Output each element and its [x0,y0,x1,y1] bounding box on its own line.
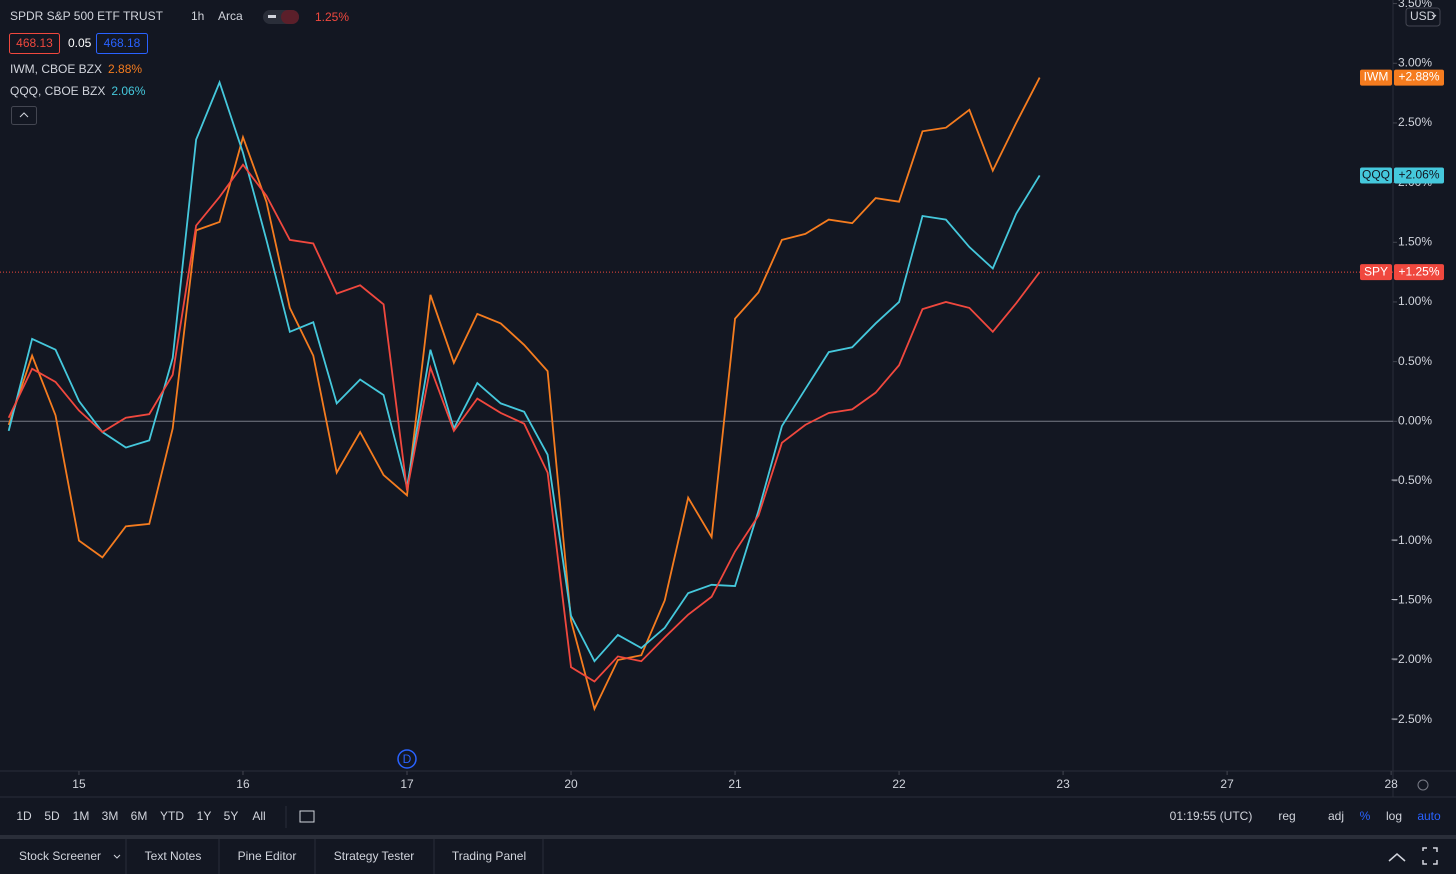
ticker-badge [1360,264,1392,281]
ticker-badge [1360,69,1392,86]
interval: 1h [191,9,204,23]
ticker-badge [1360,167,1392,184]
range-button[interactable]: YTD [160,809,184,823]
clock: 01:19:55 (UTC) [1170,809,1253,823]
collapse-icon [19,112,29,118]
ticker: SPY [1364,264,1388,278]
symbol-title: SPDR S&P 500 ETF TRUST [10,9,164,23]
legend-value: 2.88% [108,62,142,76]
scale-option[interactable]: log [1386,809,1402,823]
series-line [7,77,1041,712]
price-badge [1394,264,1444,281]
range-button[interactable]: 5Y [224,809,239,823]
panel-tab[interactable]: Strategy Tester [334,849,414,863]
ask-box[interactable] [96,33,148,54]
legend-name: IWM, CBOE BZX [10,62,102,76]
y-tick-label: 0.00% [1398,413,1432,427]
x-tick-label: 20 [564,777,578,791]
panel-tab[interactable]: Text Notes [145,849,202,863]
x-tick-label: 15 [72,777,86,791]
bid-box[interactable] [9,33,60,54]
legend-value: 2.06% [111,84,145,98]
price-badge-label: +1.25% [1398,264,1439,278]
tab-chevron [113,854,121,859]
toggle-icon [281,10,299,24]
spread: 0.05 [68,36,92,50]
bid[interactable]: 468.13 [16,36,53,50]
x-tick-label: 17 [400,777,414,791]
range-button[interactable]: 3M [102,809,119,823]
y-tick-label: −1.00% [1391,533,1432,547]
y-tick-label: 1.00% [1398,294,1432,308]
scale-option[interactable]: % [1360,809,1371,823]
y-tick-label: 1.50% [1398,234,1432,248]
x-tick-label: 21 [728,777,742,791]
x-tick-label: 27 [1220,777,1234,791]
ticker: IWM [1364,70,1389,84]
ticker: QQQ [1362,168,1390,182]
dividend-marker[interactable] [397,749,417,769]
maximize-panel[interactable] [1388,853,1406,862]
panel-tab[interactable]: Trading Panel [452,849,526,863]
price-badge-label: +2.88% [1398,70,1439,84]
y-tick-label: 3.50% [1398,0,1432,10]
toggle-icon [268,15,276,18]
price-badge [1394,69,1444,86]
scale-option[interactable]: adj [1328,809,1344,823]
panel-divider [0,835,1456,839]
range-button[interactable]: 1D [16,809,32,823]
series-line [7,79,1041,663]
collapse-button[interactable] [11,106,37,125]
scale-option[interactable]: auto [1417,809,1441,823]
range-button[interactable]: All [252,809,265,823]
y-tick-label: −2.50% [1391,712,1432,726]
fullscreen[interactable] [1422,847,1438,865]
range-button[interactable]: 1M [73,809,90,823]
range-button[interactable]: 6M [131,809,148,823]
change: 1.25% [315,10,349,24]
y-tick-label: −2.00% [1391,652,1432,666]
y-tick-label: 2.50% [1398,115,1432,129]
y-tick-label: −0.50% [1391,473,1432,487]
chevron [1431,14,1437,18]
range-button[interactable]: 1Y [197,809,212,823]
date-range-icon[interactable] [299,810,315,823]
panel-tab[interactable]: Pine Editor [238,849,297,863]
dividend-label[interactable]: D [403,752,412,766]
settings-icon[interactable] [1417,779,1429,791]
series-line [7,163,1041,683]
y-tick-label: 3.00% [1398,55,1432,69]
exchange: Arca [218,9,243,23]
price-badge [1394,167,1444,184]
x-tick-label: 22 [892,777,906,791]
currency-button[interactable] [1405,7,1441,27]
panel-tab[interactable]: Stock Screener [19,849,101,863]
price-badge-label: +2.06% [1398,168,1439,182]
range-button[interactable]: 5D [44,809,60,823]
x-tick-label: 16 [236,777,250,791]
y-tick-label: −1.50% [1391,593,1432,607]
currency[interactable]: USD [1410,9,1436,23]
x-tick-label: 23 [1056,777,1070,791]
scale-option[interactable]: reg [1278,809,1295,823]
x-tick-label: 28 [1384,777,1398,791]
y-tick-label: 0.50% [1398,354,1432,368]
legend-name: QQQ, CBOE BZX [10,84,105,98]
ask[interactable]: 468.18 [104,36,141,50]
